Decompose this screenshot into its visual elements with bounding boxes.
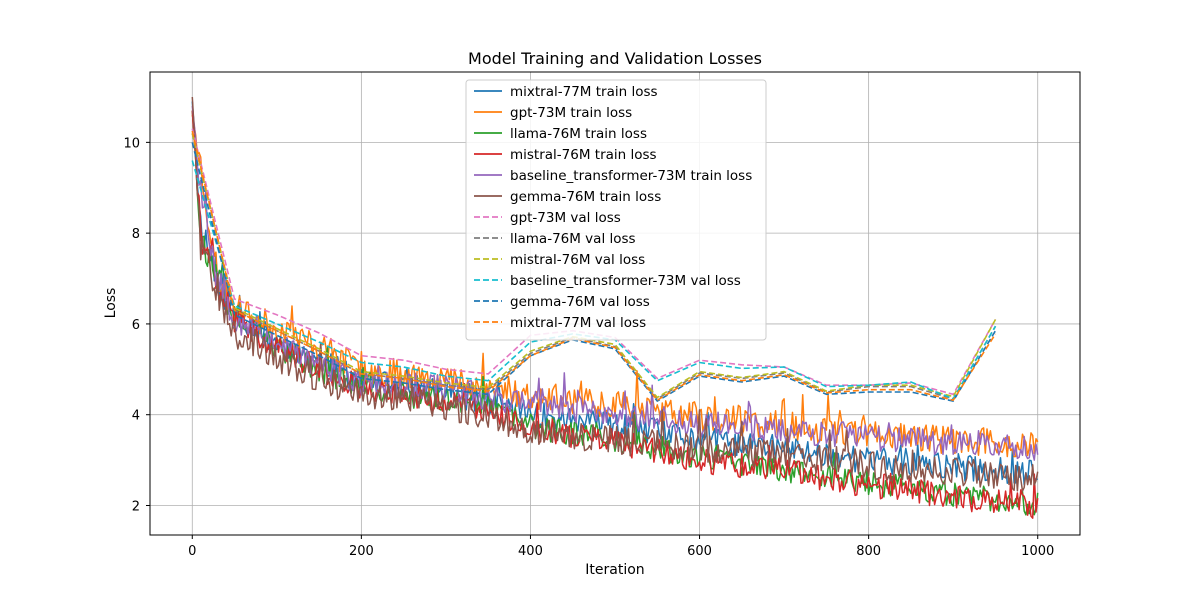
series-line-7 xyxy=(191,133,997,400)
legend-label: mixtral-77M train loss xyxy=(510,84,658,100)
x-axis-label: Iteration xyxy=(585,562,644,578)
legend: mixtral-77M train loss gpt-73M train loss… xyxy=(465,79,767,341)
x-tick-label: 600 xyxy=(687,544,712,559)
axis-ticks: 0 200 400 600 800 1000 2 4 6 8 10 xyxy=(123,136,1054,559)
legend-label: mistral-76M val loss xyxy=(510,252,645,268)
legend-label: gemma-76M train loss xyxy=(510,189,661,205)
legend-label: gpt-73M val loss xyxy=(510,210,621,226)
legend-label: gpt-73M train loss xyxy=(510,105,632,121)
y-tick-label: 6 xyxy=(132,318,140,333)
chart-title: Model Training and Validation Losses xyxy=(468,49,762,68)
x-tick-label: 1000 xyxy=(1021,544,1054,559)
y-tick-label: 4 xyxy=(132,409,140,424)
y-tick-label: 2 xyxy=(132,499,140,514)
legend-label: baseline_transformer-73M train loss xyxy=(510,168,752,184)
x-tick-label: 400 xyxy=(518,544,543,559)
x-tick-label: 800 xyxy=(856,544,881,559)
x-tick-label: 200 xyxy=(349,544,374,559)
x-tick-label: 0 xyxy=(188,544,196,559)
legend-label: mixtral-77M val loss xyxy=(510,315,646,331)
legend-label: llama-76M val loss xyxy=(510,231,636,247)
series-line-5 xyxy=(191,96,1039,492)
legend-label: gemma-76M val loss xyxy=(510,294,650,310)
series-line-11 xyxy=(191,130,997,401)
legend-label: llama-76M train loss xyxy=(510,126,647,142)
legend-label: mistral-76M train loss xyxy=(510,147,657,163)
plot-frame xyxy=(149,71,1081,536)
legend-box xyxy=(465,79,767,341)
legend-label: baseline_transformer-73M val loss xyxy=(510,273,741,289)
y-tick-label: 10 xyxy=(123,136,140,151)
y-tick-label: 8 xyxy=(132,227,140,242)
y-axis-label: Loss xyxy=(103,288,119,319)
series-line-10 xyxy=(191,142,997,402)
series-line-4 xyxy=(191,105,1039,461)
